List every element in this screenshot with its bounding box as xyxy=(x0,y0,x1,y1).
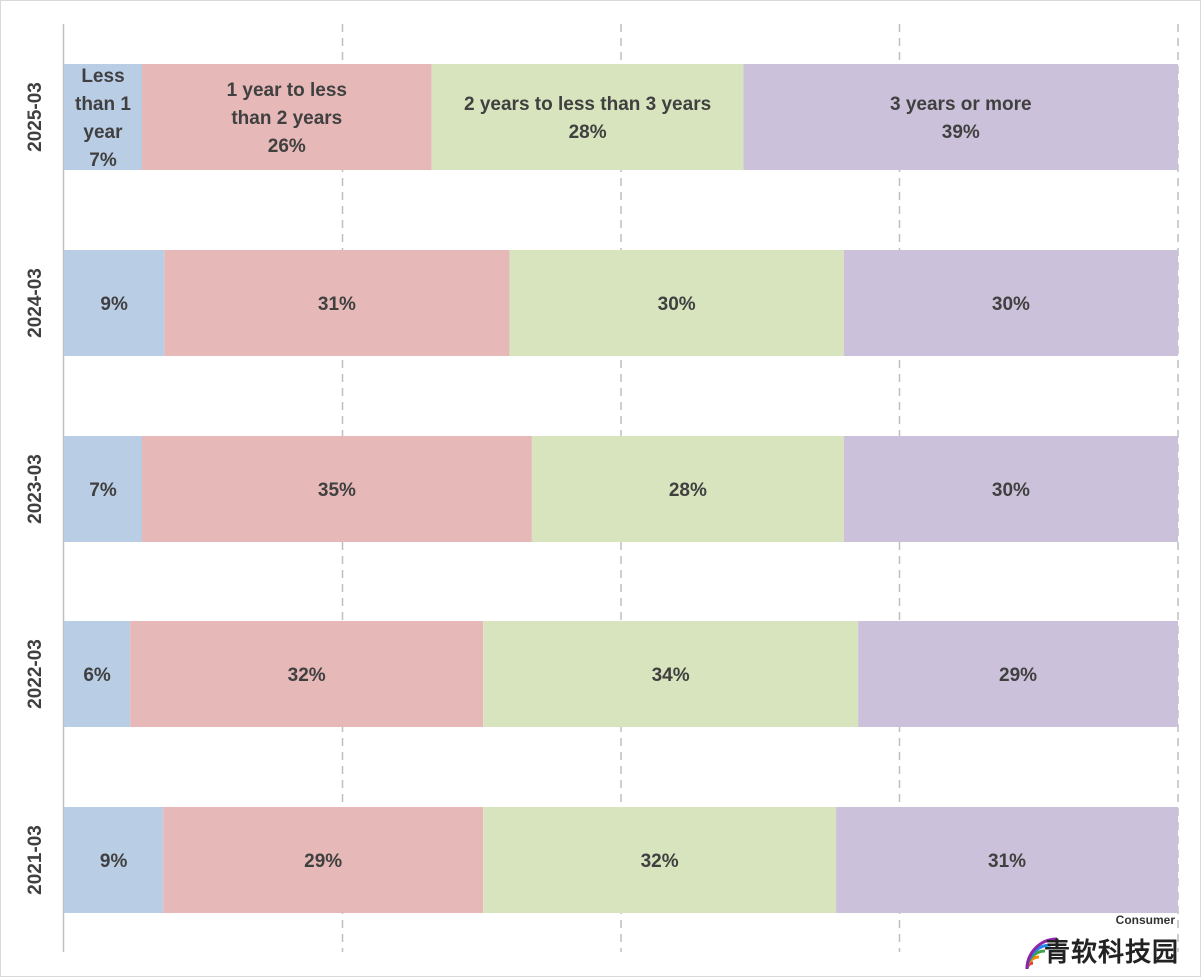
category-labels: 2025-03 2024-03 2023-03 2022-03 2021-03 xyxy=(25,82,46,895)
data-label-2022-03-series-0: 6% xyxy=(83,665,111,686)
bar-2021-03-series-2 xyxy=(483,807,837,913)
data-label-2025-03-series-0: Less than 1 year 7% xyxy=(75,66,131,171)
data-label-2023-03-series-3: 30% xyxy=(992,480,1030,501)
bar-2025-03-series-1 xyxy=(141,64,432,170)
data-label-2023-03-series-0: 7% xyxy=(89,480,117,501)
bar-2021-03-series-0 xyxy=(64,807,164,913)
category-label-2021-03: 2021-03 xyxy=(25,825,46,895)
data-label-2025-03-series-1: 1 year to less than 2 years 26% xyxy=(227,80,347,157)
bars xyxy=(64,64,1178,913)
category-label-2023-03: 2023-03 xyxy=(25,454,46,524)
bar-2021-03-series-1 xyxy=(163,807,484,913)
watermark-brand-top: Consumer xyxy=(1115,913,1175,927)
data-label-2025-03-series-3: 3 years or more 39% xyxy=(890,94,1032,143)
data-label-2022-03-series-2: 34% xyxy=(652,665,690,686)
bar-2024-03-series-0 xyxy=(64,250,165,356)
watermark: Consumer 青软科技园 xyxy=(1019,913,1179,973)
bar-2023-03-series-0 xyxy=(64,436,142,542)
bar-2022-03-series-3 xyxy=(858,621,1178,727)
data-label-2024-03-series-1: 31% xyxy=(318,294,356,315)
data-label-2021-03-series-1: 29% xyxy=(304,851,342,872)
data-label-2025-03-series-2: 2 years to less than 3 years 28% xyxy=(464,94,711,143)
data-label-2022-03-series-3: 29% xyxy=(999,665,1037,686)
data-label-2023-03-series-2: 28% xyxy=(669,480,707,501)
bar-2024-03-series-3 xyxy=(843,250,1178,356)
data-label-2023-03-series-1: 35% xyxy=(318,480,356,501)
data-label-2022-03-series-1: 32% xyxy=(288,665,326,686)
segment-labels: Less than 1 year 7% 1 year to less than 2 yea… xyxy=(75,66,1037,872)
bar-2022-03-series-1 xyxy=(130,621,484,727)
bar-2023-03-series-2 xyxy=(531,436,844,542)
bar-2024-03-series-1 xyxy=(164,250,510,356)
bar-2025-03-series-2 xyxy=(431,64,744,170)
data-label-2024-03-series-2: 30% xyxy=(658,294,696,315)
bar-2022-03-series-2 xyxy=(483,621,859,727)
data-label-2024-03-series-0: 9% xyxy=(100,294,128,315)
category-label-2025-03: 2025-03 xyxy=(25,82,46,152)
data-label-2024-03-series-3: 30% xyxy=(992,294,1030,315)
category-label-2022-03: 2022-03 xyxy=(25,639,46,709)
category-label-2024-03: 2024-03 xyxy=(25,268,46,338)
bar-2022-03-series-0 xyxy=(64,621,131,727)
data-label-2021-03-series-0: 9% xyxy=(100,851,128,872)
bar-2023-03-series-3 xyxy=(843,436,1178,542)
bar-2021-03-series-3 xyxy=(836,807,1178,913)
bar-2024-03-series-2 xyxy=(509,250,844,356)
bar-2025-03-series-3 xyxy=(743,64,1178,170)
watermark-brand-text: 青软科技园 xyxy=(1043,938,1179,968)
bar-2025-03-series-0 xyxy=(64,64,142,170)
rainbow-signal-icon xyxy=(1025,937,1058,970)
bar-2023-03-series-1 xyxy=(141,436,532,542)
data-label-2021-03-series-3: 31% xyxy=(988,851,1026,872)
data-label-2021-03-series-2: 32% xyxy=(641,851,679,872)
